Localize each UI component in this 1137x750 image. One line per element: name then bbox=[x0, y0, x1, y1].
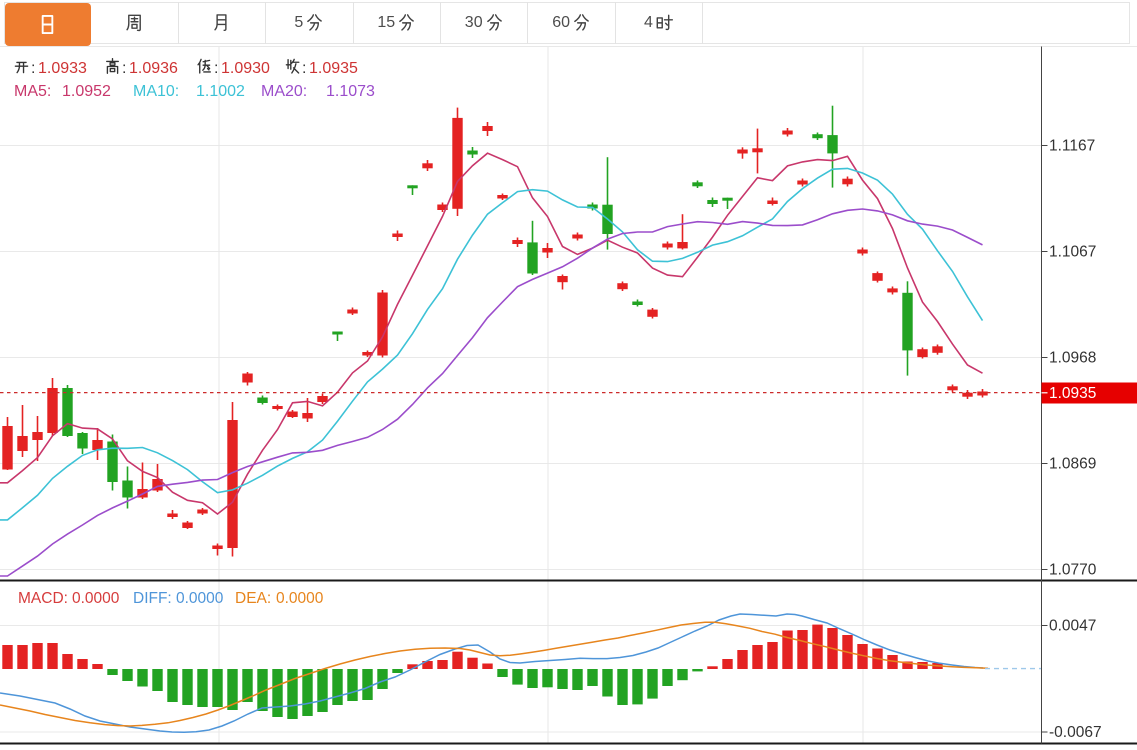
svg-text:-0.0067: -0.0067 bbox=[1049, 724, 1102, 741]
svg-text::: : bbox=[122, 60, 126, 77]
svg-text::: : bbox=[31, 60, 35, 77]
svg-text:0.0047: 0.0047 bbox=[1049, 618, 1096, 635]
svg-text:1.0935: 1.0935 bbox=[309, 60, 358, 77]
svg-text:1.1073: 1.1073 bbox=[326, 83, 375, 100]
svg-text:1.0935: 1.0935 bbox=[1049, 385, 1096, 402]
svg-text::: : bbox=[214, 60, 218, 77]
svg-text:1.1067: 1.1067 bbox=[1049, 244, 1096, 261]
svg-text:1.1002: 1.1002 bbox=[196, 83, 245, 100]
svg-text:1.0936: 1.0936 bbox=[129, 60, 178, 77]
svg-text:DEA:: DEA: bbox=[235, 590, 271, 607]
svg-text:DIFF:: DIFF: bbox=[133, 590, 172, 607]
svg-text:1.0952: 1.0952 bbox=[62, 83, 111, 100]
svg-text:0.0000: 0.0000 bbox=[176, 590, 224, 607]
svg-text:0.0000: 0.0000 bbox=[276, 590, 324, 607]
svg-text:0.0000: 0.0000 bbox=[72, 590, 120, 607]
svg-text:MA20:: MA20: bbox=[261, 83, 307, 100]
svg-text::: : bbox=[302, 60, 306, 77]
svg-text:1.0968: 1.0968 bbox=[1049, 350, 1096, 367]
svg-text:1.0930: 1.0930 bbox=[221, 60, 270, 77]
svg-text:1.0933: 1.0933 bbox=[38, 60, 87, 77]
svg-text:MACD:: MACD: bbox=[18, 590, 68, 607]
svg-text:MA5:: MA5: bbox=[14, 83, 51, 100]
svg-text:1.0869: 1.0869 bbox=[1049, 456, 1096, 473]
svg-text:MA10:: MA10: bbox=[133, 83, 179, 100]
svg-text:1.1167: 1.1167 bbox=[1049, 138, 1095, 155]
svg-text:1.0770: 1.0770 bbox=[1049, 562, 1097, 579]
